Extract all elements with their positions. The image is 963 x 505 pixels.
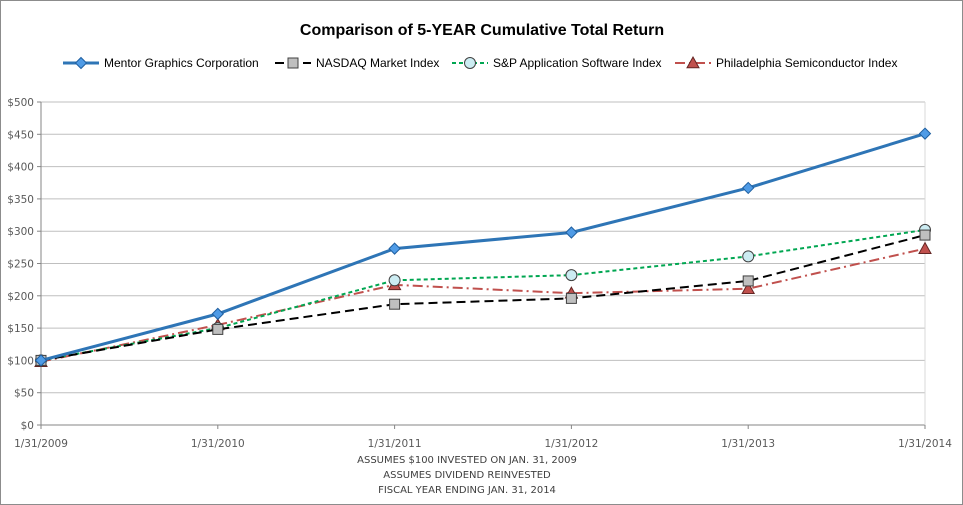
y-tick-label: $100 (7, 355, 34, 367)
y-tick-label: $400 (7, 162, 34, 174)
y-tick-label: $250 (7, 259, 34, 271)
legend-label: NASDAQ Market Index (316, 56, 439, 70)
x-tick-label: 1/31/2012 (544, 438, 598, 450)
series-triangle (34, 241, 932, 367)
footnote: ASSUMES $100 INVESTED ON JAN. 31, 2009 (357, 455, 577, 466)
data-point-square-marker (919, 229, 931, 241)
y-tick-label: $50 (14, 388, 34, 400)
legend-item: Philadelphia Semiconductor Index (675, 55, 897, 70)
x-tick-label: 1/31/2009 (14, 438, 68, 450)
series-square (35, 229, 931, 366)
x-axis: 1/31/2009 1/31/2010 1/31/2011 1/31/2012 1/31… (14, 425, 952, 450)
data-point-circle-marker (565, 269, 578, 282)
data-point-square-marker (565, 292, 577, 304)
x-tick-label: 1/31/2011 (368, 438, 422, 450)
series-line (40, 234, 926, 362)
data-point-square-marker (389, 298, 401, 310)
x-tick-label: 1/31/2013 (721, 438, 775, 450)
data-point-square-marker (742, 275, 754, 287)
data-point-circle-marker (388, 274, 401, 287)
x-tick-label: 1/31/2010 (191, 438, 245, 450)
gridlines (40, 101, 926, 426)
footnote: FISCAL YEAR ENDING JAN. 31, 2014 (378, 485, 556, 496)
y-tick-label: $150 (7, 323, 34, 335)
data-point-diamond-marker (741, 181, 755, 195)
data-point-diamond-marker (565, 226, 578, 239)
legend: Mentor Graphics Corporation NASDAQ Market… (63, 55, 897, 70)
data-point-triangle-marker (918, 241, 932, 254)
legend-label: Mentor Graphics Corporation (104, 56, 259, 70)
y-tick-label: $300 (7, 226, 34, 238)
legend-item: S&P Application Software Index (452, 56, 662, 70)
series-group (34, 127, 932, 367)
y-tick-label: $500 (7, 97, 34, 109)
data-point-diamond-marker (74, 56, 88, 70)
data-point-diamond-marker (388, 242, 401, 255)
y-axis: $0 $50 $100 $150 $200 $250 $300 $350 $400 $450 $50… (7, 97, 41, 432)
data-point-circle-marker (742, 250, 755, 263)
footnotes: ASSUMES $100 INVESTED ON JAN. 31, 2009 AS… (357, 455, 577, 496)
series-circle (35, 223, 931, 367)
legend-item: NASDAQ Market Index (275, 56, 439, 70)
y-tick-label: $200 (7, 291, 34, 303)
chart-title: Comparison of 5-YEAR Cumulative Total Re… (300, 22, 664, 39)
series-line (40, 132, 926, 362)
data-point-circle-marker (464, 57, 476, 69)
x-tick-label: 1/31/2014 (898, 438, 952, 450)
data-point-square-marker (212, 323, 224, 335)
footnote: ASSUMES DIVIDEND REINVESTED (383, 470, 551, 481)
series-line (40, 247, 926, 363)
legend-label: Philadelphia Semiconductor Index (716, 56, 897, 70)
y-tick-label: $0 (21, 420, 34, 432)
data-point-diamond-marker (34, 354, 48, 367)
series-diamond (34, 127, 932, 367)
data-point-diamond-marker (918, 127, 932, 140)
legend-item: Mentor Graphics Corporation (63, 56, 259, 70)
data-point-triangle-marker (741, 281, 756, 294)
series-line (40, 228, 926, 362)
legend-label: S&P Application Software Index (493, 56, 662, 70)
y-tick-label: $350 (7, 194, 34, 206)
data-point-triangle-marker (686, 55, 700, 69)
y-tick-label: $450 (7, 129, 34, 141)
data-point-square-marker (287, 57, 299, 69)
data-point-diamond-marker (211, 307, 225, 321)
